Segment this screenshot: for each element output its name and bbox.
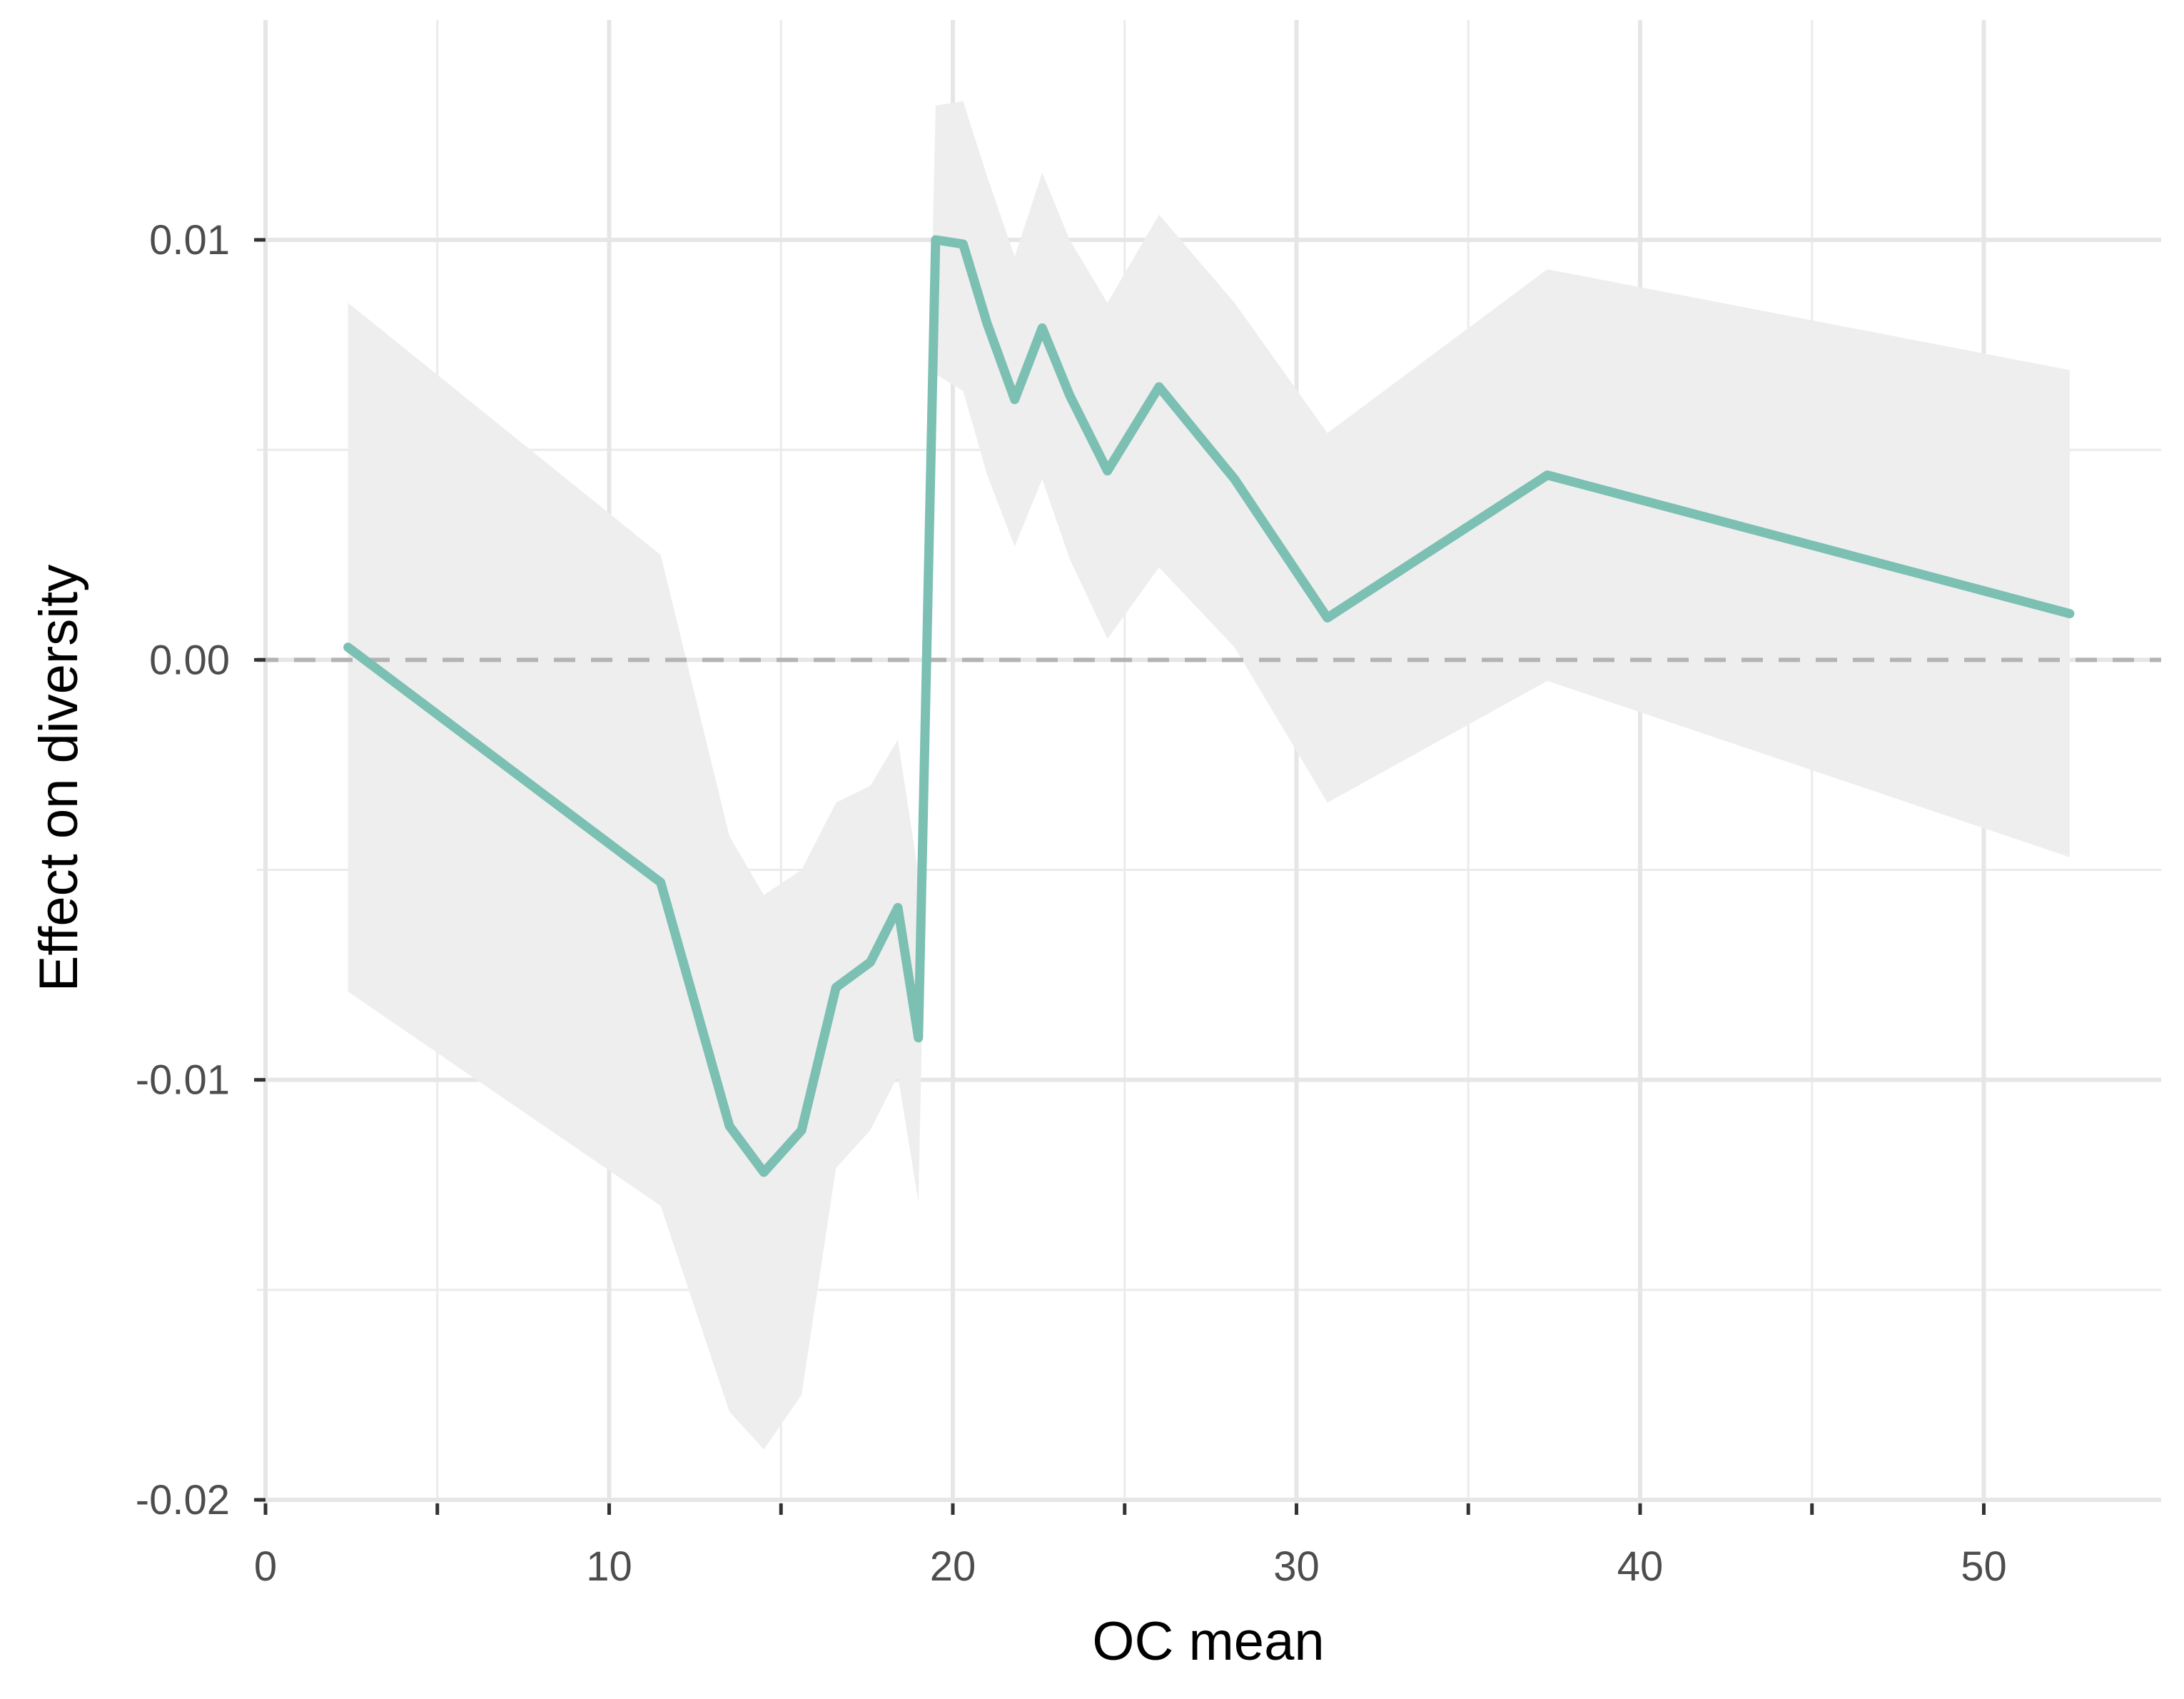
x-axis-title: OC mean <box>1092 1611 1324 1672</box>
series-line-layer <box>343 235 2075 1177</box>
confidence-ribbon <box>348 101 2070 1450</box>
y-tick-label: -0.01 <box>136 1057 230 1104</box>
y-tick-label: 0.01 <box>149 217 230 263</box>
x-tick-label: 20 <box>930 1543 976 1590</box>
x-axis-tick-labels: 0 10 20 30 40 50 <box>254 1543 2007 1590</box>
y-axis-tick-labels: -0.02 -0.01 0.00 0.01 <box>136 217 230 1523</box>
y-tick-label: 0.00 <box>149 637 230 683</box>
x-tick-label: 0 <box>254 1543 277 1590</box>
series-line <box>343 235 2075 1177</box>
x-tick-label: 30 <box>1273 1543 1320 1590</box>
axis-ticks <box>254 238 1986 1515</box>
x-tick-label: 50 <box>1961 1543 2007 1590</box>
y-axis-title: Effect on diversity <box>29 565 89 992</box>
x-tick-label: 10 <box>586 1543 632 1590</box>
confidence-ribbon-layer <box>348 101 2070 1450</box>
y-tick-label: -0.02 <box>136 1477 230 1523</box>
x-tick-label: 40 <box>1617 1543 1664 1590</box>
